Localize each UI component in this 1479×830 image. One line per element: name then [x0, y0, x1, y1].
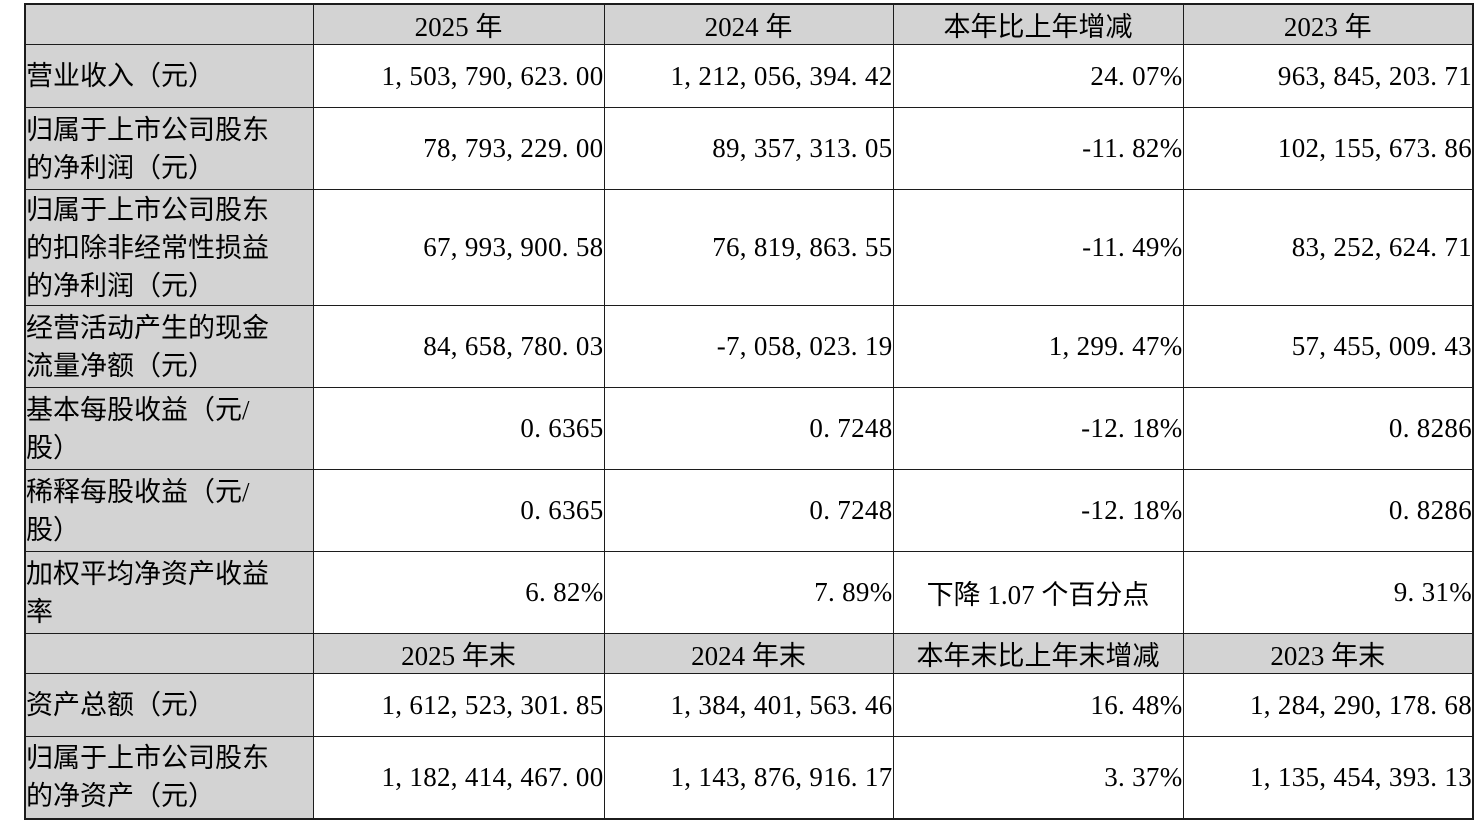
cell-total-assets-2025: 1, 612, 523, 301. 85: [312, 673, 605, 737]
cell-weighted-avg-roe-change: 下降 1.07 个百分点: [892, 551, 1184, 634]
label-diluted-eps: 稀释每股收益（元/ 股）: [24, 469, 314, 552]
table-row: 2025 年 2024 年 本年比上年增减 2023 年: [24, 3, 1474, 45]
cell-net-profit-deducted-change: -11. 49%: [892, 189, 1184, 306]
table-row: 营业收入（元） 1, 503, 790, 623. 00 1, 212, 056…: [24, 44, 1474, 108]
table-row: 基本每股收益（元/ 股） 0. 6365 0. 7248 -12. 18% 0.…: [24, 387, 1474, 470]
table-row: 加权平均净资产收益 率 6. 82% 7. 89% 下降 1.07 个百分点 9…: [24, 551, 1474, 634]
label-basic-eps: 基本每股收益（元/ 股）: [24, 387, 314, 470]
table-row: 归属于上市公司股东 的扣除非经常性损益 的净利润（元） 67, 993, 900…: [24, 189, 1474, 306]
cell-operating-cash-flow-2024: -7, 058, 023. 19: [603, 305, 894, 388]
table-row: 归属于上市公司股东 的净资产（元） 1, 182, 414, 467. 00 1…: [24, 736, 1474, 819]
cell-diluted-eps-2023: 0. 8286: [1182, 469, 1474, 552]
cell-net-profit-2024: 89, 357, 313. 05: [603, 107, 894, 190]
cell-revenue-2025: 1, 503, 790, 623. 00: [312, 44, 605, 108]
cell-net-assets-2023: 1, 135, 454, 393. 13: [1182, 736, 1474, 819]
cell-net-profit-deducted-2023: 83, 252, 624. 71: [1182, 189, 1474, 306]
label-total-assets: 资产总额（元）: [24, 673, 314, 737]
cell-net-profit-change: -11. 82%: [892, 107, 1184, 190]
financial-highlights-table: 2025 年 2024 年 本年比上年增减 2023 年 营业收入（元） 1, …: [24, 3, 1474, 820]
table-row: 经营活动产生的现金 流量净额（元） 84, 658, 780. 03 -7, 0…: [24, 305, 1474, 388]
table-row: 归属于上市公司股东 的净利润（元） 78, 793, 229. 00 89, 3…: [24, 107, 1474, 190]
cell-revenue-2023: 963, 845, 203. 71: [1182, 44, 1474, 108]
cell-diluted-eps-2024: 0. 7248: [603, 469, 894, 552]
table-row: 资产总额（元） 1, 612, 523, 301. 85 1, 384, 401…: [24, 673, 1474, 737]
cell-net-profit-deducted-2024: 76, 819, 863. 55: [603, 189, 894, 306]
cell-operating-cash-flow-change: 1, 299. 47%: [892, 305, 1184, 388]
header-eoy-2024: 2024 年末: [603, 633, 894, 674]
header-eoy-change: 本年末比上年末增减: [892, 633, 1184, 674]
cell-total-assets-2024: 1, 384, 401, 563. 46: [603, 673, 894, 737]
cell-total-assets-change: 16. 48%: [892, 673, 1184, 737]
header-blank-period: [24, 3, 314, 45]
label-revenue: 营业收入（元）: [24, 44, 314, 108]
cell-total-assets-2023: 1, 284, 290, 178. 68: [1182, 673, 1474, 737]
label-operating-cash-flow: 经营活动产生的现金 流量净额（元）: [24, 305, 314, 388]
label-net-assets: 归属于上市公司股东 的净资产（元）: [24, 736, 314, 819]
cell-net-profit-2023: 102, 155, 673. 86: [1182, 107, 1474, 190]
header-yoy-change: 本年比上年增减: [892, 3, 1184, 45]
cell-basic-eps-2023: 0. 8286: [1182, 387, 1474, 470]
cell-net-profit-2025: 78, 793, 229. 00: [312, 107, 605, 190]
table-row: 稀释每股收益（元/ 股） 0. 6365 0. 7248 -12. 18% 0.…: [24, 469, 1474, 552]
cell-diluted-eps-2025: 0. 6365: [312, 469, 605, 552]
cell-operating-cash-flow-2023: 57, 455, 009. 43: [1182, 305, 1474, 388]
label-net-profit: 归属于上市公司股东 的净利润（元）: [24, 107, 314, 190]
cell-basic-eps-2024: 0. 7248: [603, 387, 894, 470]
label-net-profit-deducted: 归属于上市公司股东 的扣除非经常性损益 的净利润（元）: [24, 189, 314, 306]
header-eoy-2025: 2025 年末: [312, 633, 605, 674]
cell-weighted-avg-roe-2024: 7. 89%: [603, 551, 894, 634]
cell-net-assets-change: 3. 37%: [892, 736, 1184, 819]
cell-net-profit-deducted-2025: 67, 993, 900. 58: [312, 189, 605, 306]
cell-net-assets-2024: 1, 143, 876, 916. 17: [603, 736, 894, 819]
cell-basic-eps-2025: 0. 6365: [312, 387, 605, 470]
header-eoy-2023: 2023 年末: [1182, 633, 1474, 674]
header-year-2025: 2025 年: [312, 3, 605, 45]
header-year-2023: 2023 年: [1182, 3, 1474, 45]
table-row: 2025 年末 2024 年末 本年末比上年末增减 2023 年末: [24, 633, 1474, 674]
cell-weighted-avg-roe-2025: 6. 82%: [312, 551, 605, 634]
cell-revenue-change: 24. 07%: [892, 44, 1184, 108]
header-blank-eop: [24, 633, 314, 674]
cell-basic-eps-change: -12. 18%: [892, 387, 1184, 470]
cell-diluted-eps-change: -12. 18%: [892, 469, 1184, 552]
cell-operating-cash-flow-2025: 84, 658, 780. 03: [312, 305, 605, 388]
cell-weighted-avg-roe-2023: 9. 31%: [1182, 551, 1474, 634]
cell-net-assets-2025: 1, 182, 414, 467. 00: [312, 736, 605, 819]
label-weighted-avg-roe: 加权平均净资产收益 率: [24, 551, 314, 634]
header-year-2024: 2024 年: [603, 3, 894, 45]
cell-revenue-2024: 1, 212, 056, 394. 42: [603, 44, 894, 108]
